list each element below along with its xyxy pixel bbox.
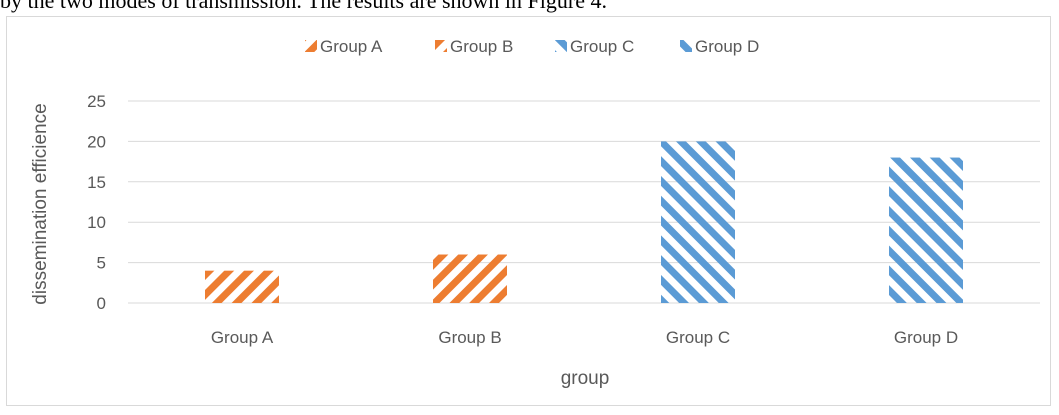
legend-label: Group B bbox=[450, 37, 513, 56]
y-axis-ticks: 0 5 10 15 20 25 bbox=[87, 92, 106, 313]
legend-swatch bbox=[435, 40, 447, 52]
bar-group-b bbox=[433, 254, 507, 303]
x-axis-ticks: Group A Group B Group C Group D bbox=[211, 328, 958, 347]
y-axis-label: dissemination efficience bbox=[30, 103, 51, 304]
y-tick-label: 20 bbox=[87, 132, 106, 151]
y-tick-label: 0 bbox=[97, 294, 106, 313]
x-tick-label: Group A bbox=[211, 328, 274, 347]
legend-label: Group A bbox=[320, 37, 383, 56]
x-tick-label: Group C bbox=[666, 328, 730, 347]
bar-group-d bbox=[889, 157, 963, 303]
bars bbox=[205, 141, 963, 303]
chart-legend: Group A Group B Group C Group D bbox=[305, 37, 759, 56]
x-axis-label: group bbox=[561, 368, 610, 389]
x-tick-label: Group D bbox=[894, 328, 958, 347]
legend-label: Group C bbox=[570, 37, 634, 56]
y-tick-label: 10 bbox=[87, 213, 106, 232]
legend-swatch bbox=[555, 40, 567, 52]
legend-swatch bbox=[680, 40, 692, 52]
y-tick-label: 15 bbox=[87, 173, 106, 192]
bar-group-c bbox=[661, 141, 735, 303]
y-tick-label: 25 bbox=[87, 92, 106, 111]
x-tick-label: Group B bbox=[438, 328, 501, 347]
chart-frame bbox=[6, 16, 1051, 406]
legend-swatch bbox=[305, 40, 317, 52]
y-tick-label: 5 bbox=[97, 254, 106, 273]
body-text-fragment: by the two modes of transmission. The re… bbox=[0, 0, 607, 13]
bar-group-a bbox=[205, 270, 279, 303]
gridlines bbox=[128, 100, 1040, 304]
legend-label: Group D bbox=[695, 37, 759, 56]
